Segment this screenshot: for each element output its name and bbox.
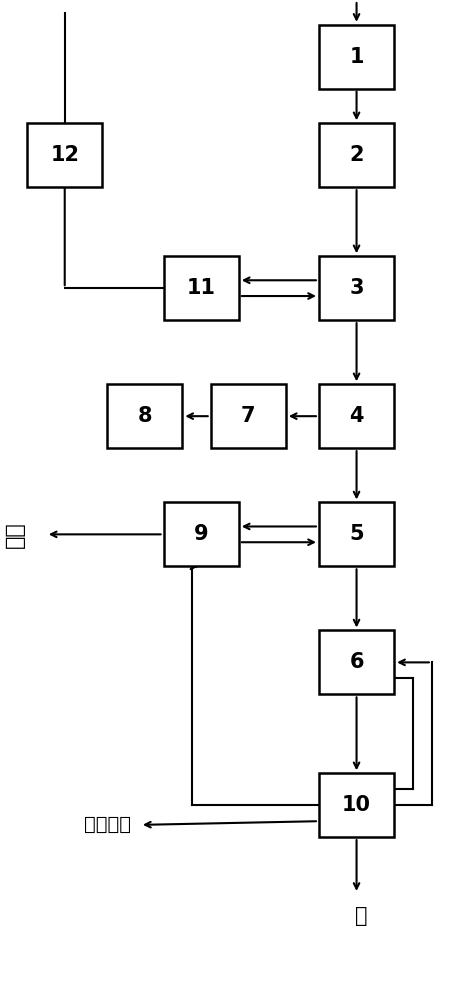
- FancyBboxPatch shape: [318, 256, 393, 320]
- Text: 7: 7: [240, 406, 255, 426]
- FancyBboxPatch shape: [163, 502, 238, 566]
- Text: 10: 10: [341, 795, 370, 815]
- FancyBboxPatch shape: [318, 123, 393, 187]
- FancyBboxPatch shape: [107, 384, 182, 448]
- FancyBboxPatch shape: [27, 123, 102, 187]
- Text: 重利: 重利: [5, 521, 25, 548]
- Text: 2: 2: [348, 145, 363, 165]
- FancyBboxPatch shape: [318, 630, 393, 694]
- Text: 秸秆利用: 秸秆利用: [83, 815, 130, 834]
- Text: 4: 4: [348, 406, 363, 426]
- Text: 9: 9: [194, 524, 208, 544]
- Text: 11: 11: [186, 278, 215, 298]
- FancyBboxPatch shape: [318, 502, 393, 566]
- Text: 5: 5: [348, 524, 363, 544]
- Text: 水: 水: [354, 906, 367, 926]
- Text: 12: 12: [50, 145, 79, 165]
- FancyBboxPatch shape: [318, 25, 393, 89]
- FancyBboxPatch shape: [163, 256, 238, 320]
- FancyBboxPatch shape: [318, 384, 393, 448]
- FancyBboxPatch shape: [318, 773, 393, 837]
- Text: 8: 8: [137, 406, 152, 426]
- Text: 1: 1: [348, 47, 363, 67]
- FancyBboxPatch shape: [210, 384, 285, 448]
- Text: 3: 3: [348, 278, 363, 298]
- Text: 6: 6: [348, 652, 363, 672]
